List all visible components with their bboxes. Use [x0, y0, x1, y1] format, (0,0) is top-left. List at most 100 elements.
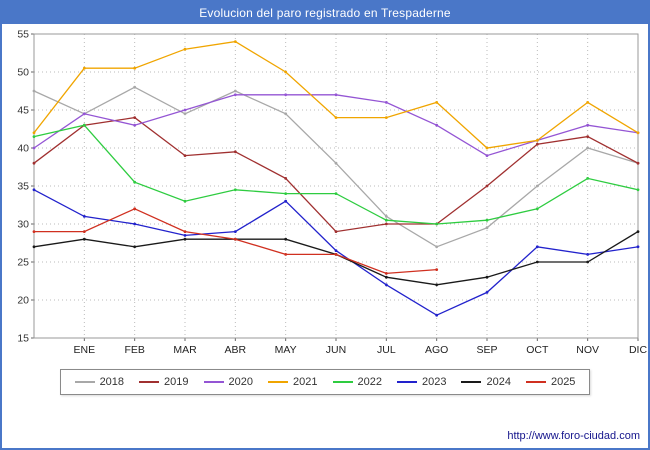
series-2022-point [133, 180, 137, 184]
series-2020-point [384, 101, 388, 104]
series-2021-point [82, 66, 86, 70]
series-2025-point [384, 272, 388, 275]
series-2019-point [586, 135, 590, 138]
series-2024-point [636, 230, 640, 234]
legend-item-2023: 2023 [396, 376, 447, 388]
series-2018-point [384, 215, 388, 218]
legend-item-2025: 2025 [525, 376, 576, 388]
legend-item-2018: 2018 [74, 376, 124, 388]
x-tick-JUN: JUN [326, 344, 346, 356]
x-tick-DIC: DIC [629, 344, 648, 356]
series-2020-point [133, 123, 137, 127]
series-2025-point [284, 253, 288, 256]
series-2023-point [485, 291, 489, 294]
legend-item-2024: 2024 [461, 376, 511, 388]
series-2020-point [485, 154, 489, 158]
series-2021-point [183, 47, 187, 51]
series-2020-point [284, 93, 288, 97]
legend-swatch-2024 [461, 381, 482, 383]
x-tick-ENE: ENE [74, 344, 96, 356]
series-2018-point [284, 112, 288, 116]
source-url[interactable]: http://www.foro-ciudad.com [507, 430, 640, 442]
series-2018-point [586, 146, 590, 150]
legend-label-2021: 2021 [293, 376, 318, 388]
series-2020-point [233, 93, 237, 97]
legend-swatch-2022 [332, 381, 353, 383]
series-2023-point [133, 222, 137, 226]
legend-swatch-2021 [268, 381, 289, 383]
series-2021-point [485, 146, 489, 150]
series-2018-point [183, 112, 187, 116]
legend-swatch-2020 [203, 381, 224, 383]
series-2025-point [233, 237, 237, 241]
legend-item-2021: 2021 [268, 376, 318, 388]
series-2023-point [535, 245, 539, 249]
series-2020-point [32, 146, 36, 150]
series-2018-point [32, 89, 36, 93]
series-2018-point [435, 245, 439, 249]
series-2021-point [384, 116, 388, 119]
series-2019-point [334, 230, 338, 234]
series-2021-point [435, 101, 439, 104]
x-tick-OCT: OCT [526, 344, 549, 356]
series-2025-point [435, 268, 439, 271]
series-2024-point [435, 283, 439, 287]
legend-swatch-2023 [396, 381, 417, 383]
series-2020-point [586, 123, 590, 127]
y-tick-30: 30 [17, 219, 29, 231]
x-tick-SEP: SEP [476, 344, 497, 356]
series-2022-point [183, 199, 187, 203]
y-tick-40: 40 [17, 143, 29, 155]
series-2021-point [334, 116, 338, 119]
series-2024-point [284, 237, 288, 241]
series-2018-point [485, 226, 489, 230]
series-2023-point [183, 234, 187, 237]
series-2024-point [485, 275, 489, 279]
legend: 2018 2019 2020 2021 2022 2023 2024 2025 [59, 369, 591, 395]
series-2020-point [334, 93, 338, 97]
series-2023-point [233, 230, 237, 234]
series-2025-point [133, 207, 137, 211]
series-2024-point [586, 260, 590, 264]
series-2023-line [33, 189, 639, 316]
series-2022-point [435, 222, 439, 226]
series-2023-point [82, 215, 86, 218]
series-2022-point [384, 218, 388, 222]
line-chart: 15 20 25 30 35 40 45 50 55 ENE FEB MAR ABR MAY JUN JUL A… [17, 29, 648, 357]
y-tick-20: 20 [17, 295, 29, 307]
legend-item-2020: 2020 [203, 376, 254, 388]
series-2023-point [32, 188, 36, 192]
series-2022-point [535, 207, 539, 211]
legend-wrap: 2018 2019 2020 2021 2022 2023 2024 2025 [2, 369, 648, 395]
series-2025-point [334, 253, 338, 256]
series-2022-point [586, 177, 590, 180]
legend-label-2020: 2020 [228, 376, 254, 388]
legend-label-2023: 2023 [421, 376, 447, 388]
series-2021-point [233, 40, 237, 43]
legend-swatch-2019 [139, 381, 160, 383]
x-tick-JUL: JUL [377, 344, 396, 356]
series-2021-point [32, 131, 36, 135]
series-2019-point [535, 142, 539, 146]
legend-label-2025: 2025 [550, 376, 576, 388]
series-2023-point [334, 249, 338, 253]
series-2024-point [133, 245, 137, 249]
x-tick-MAY: MAY [275, 344, 297, 356]
series-2019-point [183, 154, 187, 158]
legend-label-2024: 2024 [486, 376, 511, 388]
series-2023-point [435, 313, 439, 317]
series-2022-point [334, 192, 338, 196]
series-2021-point [535, 139, 539, 142]
series-2019-point [32, 161, 36, 165]
legend-item-2022: 2022 [332, 376, 382, 388]
series-2022-point [32, 135, 36, 138]
series-2019-point [233, 150, 237, 154]
series-2023-point [636, 245, 640, 249]
legend-label-2022: 2022 [357, 376, 382, 388]
series-2018-point [535, 184, 539, 188]
series-2020-point [82, 112, 86, 116]
y-tick-55: 55 [17, 29, 29, 41]
series-2019-point [384, 222, 388, 226]
series-2022-point [284, 192, 288, 196]
